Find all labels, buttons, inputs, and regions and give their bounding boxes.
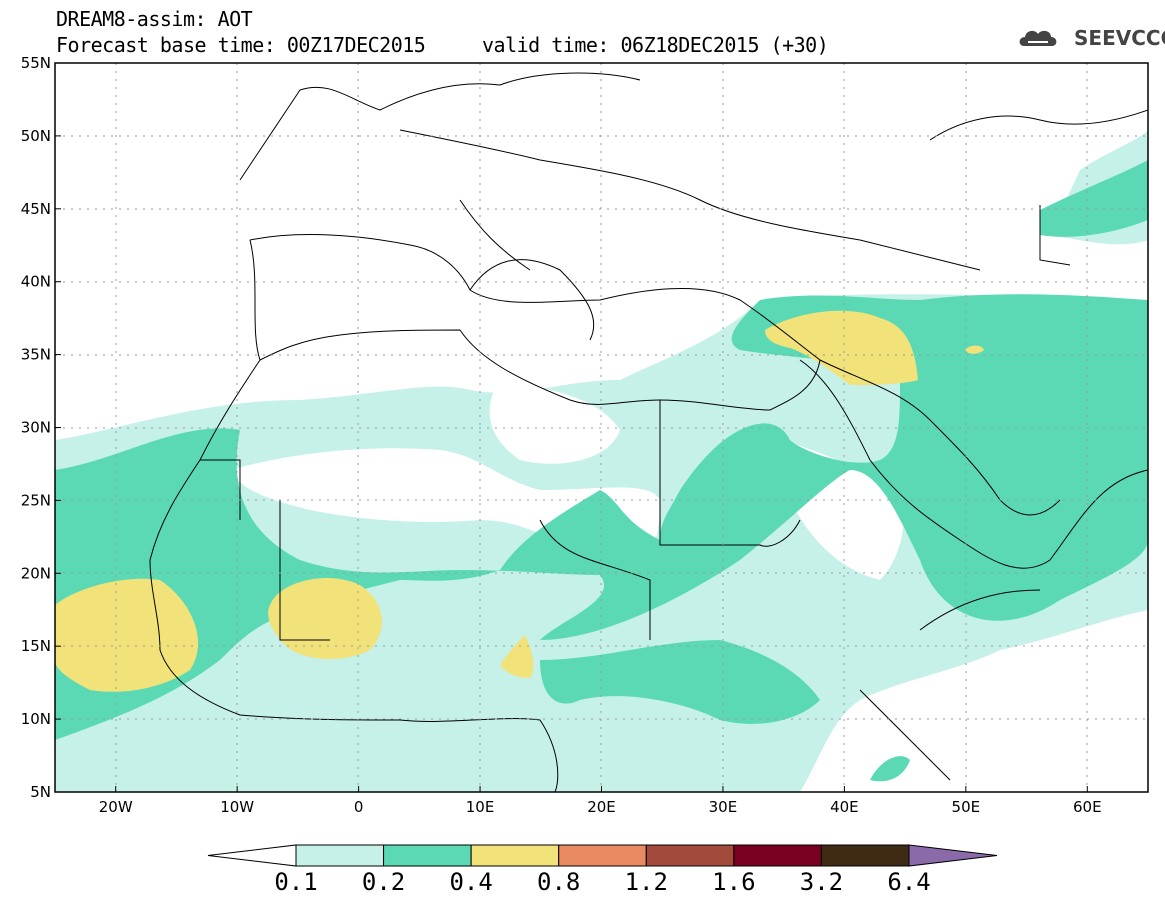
colorbar-swatch [295, 844, 385, 867]
logo-text: SEEVCCC [1074, 26, 1165, 50]
lat-tick-label: 40N [21, 273, 51, 291]
colorbar-swatch [383, 844, 472, 867]
lon-tick-label: 50E [952, 798, 981, 816]
lat-tick-label: 30N [21, 419, 51, 437]
colorbar-label: 0.4 [449, 868, 493, 896]
colorbar-swatch [558, 844, 647, 867]
colorbar-swatch [820, 844, 910, 867]
aot-field [55, 130, 1148, 792]
lon-tick-label: 30E [709, 798, 738, 816]
colorbar-swatch [470, 844, 560, 867]
colorbar-over-triangle [908, 844, 998, 867]
colorbar-label: 1.6 [712, 868, 756, 896]
longitude-ticks: 20W 10W 0 10E 20E 30E 40E 50E 60E [99, 786, 1102, 816]
colorbar [207, 844, 998, 867]
colorbar-label: 1.2 [624, 868, 668, 896]
forecast-base-time: Forecast base time: 00Z17DEC2015 [56, 33, 426, 57]
lon-tick-label: 10E [466, 798, 495, 816]
lat-tick-label: 10N [21, 710, 51, 728]
colorbar-label: 0.2 [361, 868, 406, 896]
lat-tick-label: 35N [21, 346, 51, 364]
aot-band-0.4-0.8 [55, 310, 984, 692]
lon-tick-label: 10W [220, 798, 254, 816]
coastlines-borders [149, 72, 1148, 792]
colorbar-under-triangle [207, 844, 297, 867]
lat-tick-label: 15N [21, 637, 51, 655]
lon-tick-label: 0 [354, 798, 364, 816]
lat-tick-label: 50N [21, 127, 51, 145]
seevccc-cloud-logo-icon [1019, 30, 1057, 46]
lat-tick-label: 25N [21, 491, 51, 509]
lat-tick-label: 5N [30, 783, 51, 801]
lat-tick-label: 20N [21, 564, 51, 582]
colorbar-label: 6.4 [887, 868, 931, 896]
colorbar-label: 0.8 [537, 868, 581, 896]
gridlines [55, 63, 1148, 792]
colorbar-swatch [733, 844, 822, 867]
lon-tick-label: 20W [99, 798, 133, 816]
colorbar-label: 3.2 [799, 868, 844, 896]
map-title: DREAM8-assim: AOT [56, 7, 253, 31]
latitude-ticks: 55N 50N 45N 40N 35N 30N 25N 20N 15N 10N 5N [21, 54, 61, 801]
lon-tick-label: 60E [1073, 798, 1102, 816]
lat-tick-label: 55N [21, 54, 51, 72]
lon-tick-label: 20E [587, 798, 616, 816]
colorbar-swatch [645, 844, 735, 867]
aot-band-0.2-0.4 [55, 160, 1148, 782]
valid-time: valid time: 06Z18DEC2015 (+30) [482, 33, 829, 57]
colorbar-label: 0.1 [274, 868, 318, 896]
lon-tick-label: 40E [830, 798, 859, 816]
lat-tick-label: 45N [21, 200, 51, 218]
